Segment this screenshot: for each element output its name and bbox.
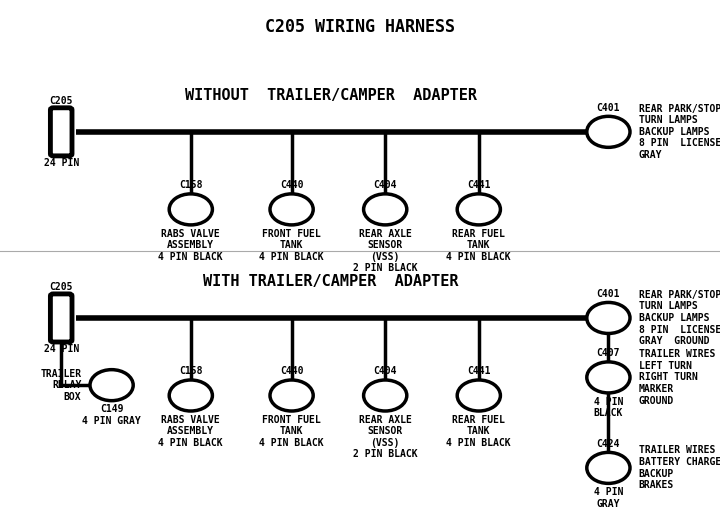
Text: TRAILER WIRES
LEFT TURN
RIGHT TURN
MARKER
GROUND: TRAILER WIRES LEFT TURN RIGHT TURN MARKE… bbox=[639, 349, 715, 406]
Circle shape bbox=[457, 380, 500, 411]
Text: WITH TRAILER/CAMPER  ADAPTER: WITH TRAILER/CAMPER ADAPTER bbox=[204, 274, 459, 290]
Text: C401: C401 bbox=[597, 289, 620, 299]
Text: TRAILER WIRES
BATTERY CHARGE
BACKUP
BRAKES: TRAILER WIRES BATTERY CHARGE BACKUP BRAK… bbox=[639, 446, 720, 490]
Text: REAR PARK/STOP
TURN LAMPS
BACKUP LAMPS
8 PIN  LICENSE LAMPS
GRAY  GROUND: REAR PARK/STOP TURN LAMPS BACKUP LAMPS 8… bbox=[639, 290, 720, 346]
Text: RABS VALVE
ASSEMBLY
4 PIN BLACK: RABS VALVE ASSEMBLY 4 PIN BLACK bbox=[158, 229, 223, 262]
Text: C441: C441 bbox=[467, 180, 490, 190]
Text: REAR AXLE
SENSOR
(VSS)
2 PIN BLACK: REAR AXLE SENSOR (VSS) 2 PIN BLACK bbox=[353, 415, 418, 460]
Text: 24 PIN: 24 PIN bbox=[44, 158, 78, 168]
Circle shape bbox=[90, 370, 133, 401]
FancyBboxPatch shape bbox=[50, 294, 72, 342]
Text: REAR PARK/STOP
TURN LAMPS
BACKUP LAMPS
8 PIN  LICENSE LAMPS
GRAY: REAR PARK/STOP TURN LAMPS BACKUP LAMPS 8… bbox=[639, 103, 720, 160]
Text: 24 PIN: 24 PIN bbox=[44, 344, 78, 354]
Text: REAR AXLE
SENSOR
(VSS)
2 PIN BLACK: REAR AXLE SENSOR (VSS) 2 PIN BLACK bbox=[353, 229, 418, 273]
Circle shape bbox=[364, 380, 407, 411]
Circle shape bbox=[587, 452, 630, 483]
Text: C424: C424 bbox=[597, 439, 620, 449]
Text: C205 WIRING HARNESS: C205 WIRING HARNESS bbox=[265, 18, 455, 36]
Circle shape bbox=[364, 194, 407, 225]
Text: C407: C407 bbox=[597, 348, 620, 358]
Text: REAR FUEL
TANK
4 PIN BLACK: REAR FUEL TANK 4 PIN BLACK bbox=[446, 229, 511, 262]
Text: C205: C205 bbox=[50, 96, 73, 106]
Text: 4 PIN
GRAY: 4 PIN GRAY bbox=[594, 487, 623, 509]
Text: FRONT FUEL
TANK
4 PIN BLACK: FRONT FUEL TANK 4 PIN BLACK bbox=[259, 229, 324, 262]
Circle shape bbox=[169, 380, 212, 411]
Text: C158: C158 bbox=[179, 367, 202, 376]
Text: C401: C401 bbox=[597, 103, 620, 113]
Text: FRONT FUEL
TANK
4 PIN BLACK: FRONT FUEL TANK 4 PIN BLACK bbox=[259, 415, 324, 448]
Text: TRAILER
RELAY
BOX: TRAILER RELAY BOX bbox=[40, 369, 81, 402]
Text: 4 PIN
BLACK: 4 PIN BLACK bbox=[594, 397, 623, 418]
Text: C440: C440 bbox=[280, 367, 303, 376]
Text: C158: C158 bbox=[179, 180, 202, 190]
Circle shape bbox=[587, 302, 630, 333]
Text: C404: C404 bbox=[374, 180, 397, 190]
Circle shape bbox=[587, 362, 630, 393]
Circle shape bbox=[169, 194, 212, 225]
Text: C404: C404 bbox=[374, 367, 397, 376]
Text: REAR FUEL
TANK
4 PIN BLACK: REAR FUEL TANK 4 PIN BLACK bbox=[446, 415, 511, 448]
Text: C441: C441 bbox=[467, 367, 490, 376]
Text: C205: C205 bbox=[50, 282, 73, 292]
Text: RABS VALVE
ASSEMBLY
4 PIN BLACK: RABS VALVE ASSEMBLY 4 PIN BLACK bbox=[158, 415, 223, 448]
Circle shape bbox=[270, 194, 313, 225]
Circle shape bbox=[457, 194, 500, 225]
Circle shape bbox=[587, 116, 630, 147]
FancyBboxPatch shape bbox=[50, 108, 72, 156]
Text: C149
4 PIN GRAY: C149 4 PIN GRAY bbox=[82, 404, 141, 426]
Circle shape bbox=[270, 380, 313, 411]
Text: C440: C440 bbox=[280, 180, 303, 190]
Text: WITHOUT  TRAILER/CAMPER  ADAPTER: WITHOUT TRAILER/CAMPER ADAPTER bbox=[185, 88, 477, 103]
